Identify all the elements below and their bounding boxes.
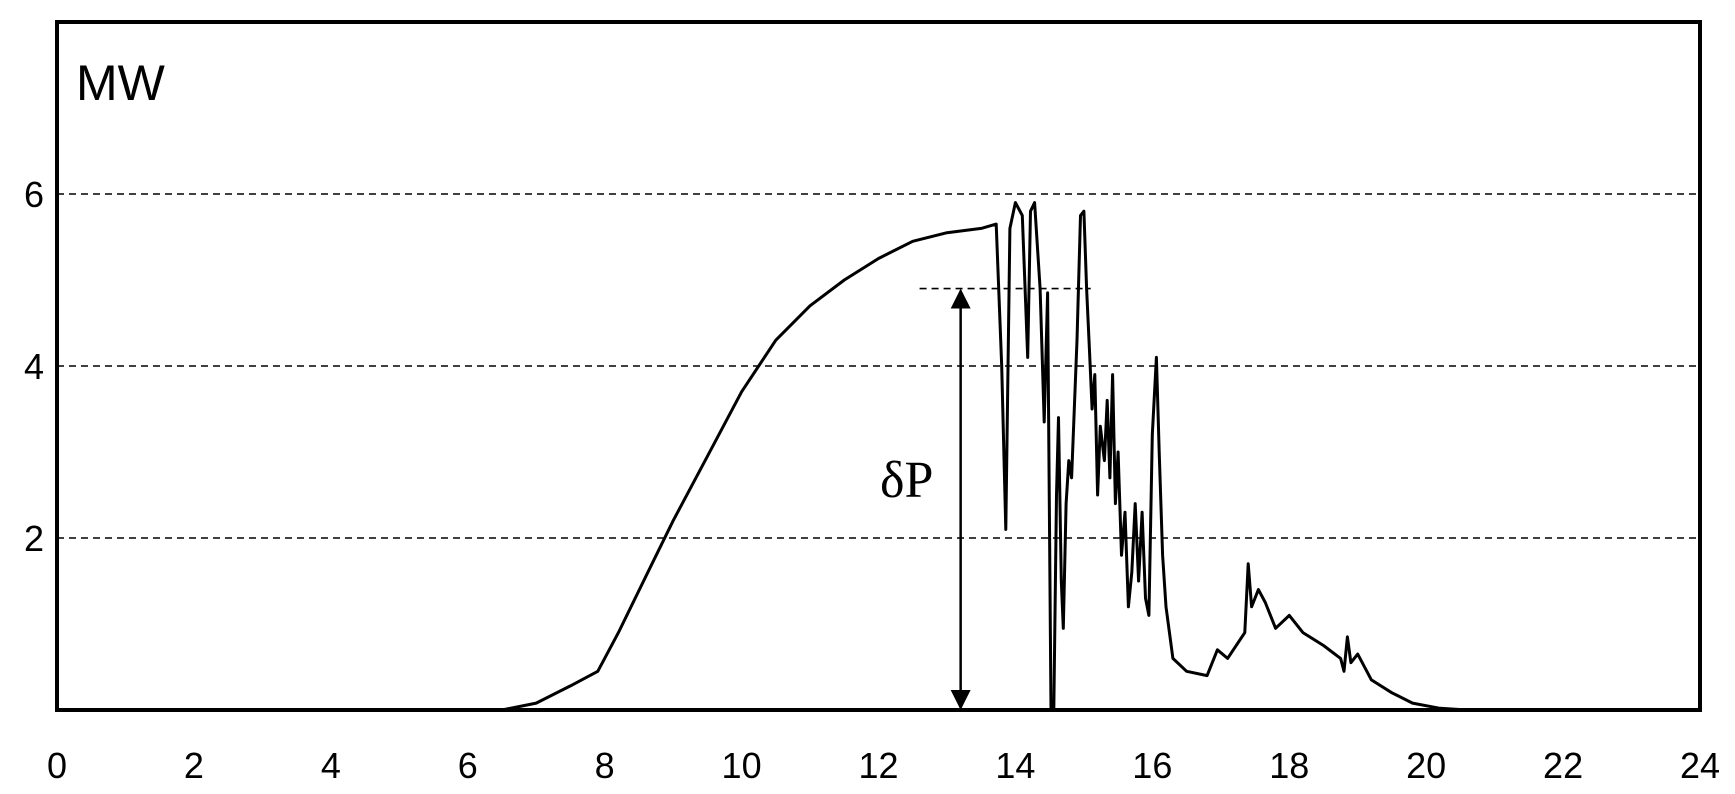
x-tick-label: 2 [184, 745, 204, 786]
y-axis-ticks: 2 4 6 [24, 174, 44, 559]
x-tick-label: 16 [1132, 745, 1172, 786]
y-axis-unit-label: MW [76, 55, 166, 111]
x-tick-label: 22 [1543, 745, 1583, 786]
y-tick-label: 6 [24, 174, 44, 215]
grid-lines [57, 193, 1700, 539]
x-tick-label: 18 [1269, 745, 1309, 786]
annotation-group [919, 287, 1091, 710]
x-tick-label: 6 [458, 745, 478, 786]
plot-frame [55, 20, 1702, 712]
x-tick-label: 12 [858, 745, 898, 786]
y-tick-label: 4 [24, 346, 44, 387]
x-tick-label: 10 [722, 745, 762, 786]
x-tick-label: 20 [1406, 745, 1446, 786]
x-tick-label: 14 [995, 745, 1035, 786]
series-group [55, 201, 1702, 712]
series-line [55, 201, 1702, 712]
delta-p-label: δP [880, 452, 933, 509]
x-axis-ticks: 0 2 4 6 8 10 12 14 16 18 20 22 24 [47, 745, 1720, 786]
x-tick-label: 0 [47, 745, 67, 786]
x-tick-label: 8 [595, 745, 615, 786]
x-tick-label: 24 [1680, 745, 1720, 786]
y-tick-label: 2 [24, 518, 44, 559]
x-tick-label: 4 [321, 745, 341, 786]
